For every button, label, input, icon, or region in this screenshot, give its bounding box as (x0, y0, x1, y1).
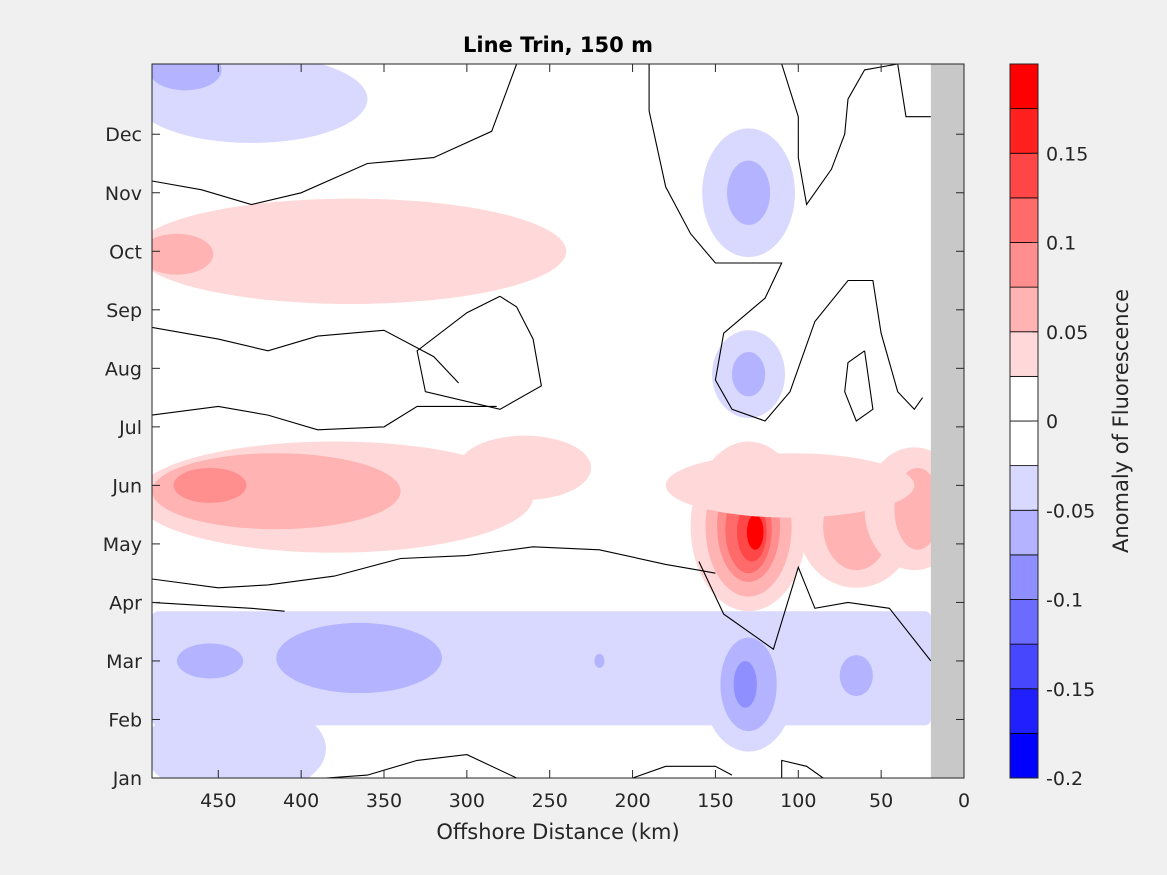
anomaly-blob-2 (152, 198, 567, 304)
y-tick-label: Jul (118, 417, 142, 439)
x-tick-label: 50 (869, 790, 893, 812)
chart-title: Line Trin, 150 m (463, 33, 653, 57)
y-axis-ticks: Jan Feb Mar Apr May Jun Jul Aug Sep Oct Nov Dec (103, 124, 964, 790)
anomaly-blob-11 (458, 435, 592, 501)
y-tick-label: Apr (109, 592, 142, 614)
zero-contour-5 (416, 295, 543, 410)
colorbar-segment-4 (1009, 554, 1039, 600)
colorbar-segment-6 (1009, 465, 1039, 511)
x-tick-label: 150 (697, 790, 733, 812)
zero-contour-9 (698, 561, 932, 662)
colorbar-segment-9 (1009, 331, 1039, 377)
zero-contour-1 (152, 326, 460, 384)
y-tick-label: Sep (106, 300, 142, 322)
zero-contour-10 (632, 765, 733, 778)
x-tick-label: 350 (366, 790, 402, 812)
y-tick-label: Feb (108, 709, 142, 731)
anomaly-blob-17 (746, 514, 764, 550)
colorbar-segment-1 (1009, 688, 1039, 734)
colorbar-segment-11 (1009, 242, 1039, 288)
colorbar-segment-14 (1009, 108, 1039, 154)
colorbar-segment-10 (1009, 286, 1039, 333)
zero-contour-11 (325, 754, 517, 778)
y-tick-label: Jun (111, 475, 142, 497)
colorbar-segment-3 (1009, 599, 1039, 645)
y-tick-label: Dec (105, 124, 142, 146)
colorbar-tick-label: -0.15 (1046, 679, 1095, 701)
colorbar-segment-5 (1009, 509, 1039, 556)
x-tick-label: 200 (614, 790, 650, 812)
anomaly-blob-30 (839, 655, 873, 697)
y-tick-label: Oct (109, 241, 142, 263)
zero-contour-0 (152, 64, 518, 206)
y-tick-label: May (103, 534, 142, 556)
zero-contour-6 (648, 64, 924, 422)
colorbar-segment-7 (1009, 420, 1039, 467)
zero-contour-8 (844, 350, 874, 422)
colorbar-segment-15 (1009, 63, 1039, 110)
x-tick-label: 250 (532, 790, 568, 812)
y-tick-label: Nov (105, 183, 142, 205)
colorbar-tick-label: 0.1 (1046, 233, 1076, 255)
colorbar-segment-12 (1009, 197, 1039, 243)
anomaly-blob-3 (152, 233, 214, 275)
anomaly-blob-10 (173, 467, 247, 503)
zero-contour-2 (152, 405, 497, 431)
anomaly-blob-26 (276, 622, 442, 694)
no-data-region (930, 64, 964, 778)
anomaly-blob-22 (665, 453, 915, 518)
anomaly-blob-31 (594, 653, 605, 668)
zero-contour-3 (152, 546, 716, 589)
zero-contour-12 (781, 759, 824, 778)
colorbar-tick-label: 0.05 (1046, 322, 1088, 344)
zero-contours (152, 64, 932, 778)
colorbar-segment-13 (1009, 152, 1039, 199)
anomaly-blob-29 (733, 660, 757, 708)
y-tick-label: Jan (112, 768, 142, 790)
x-axis-label: Offshore Distance (km) (436, 820, 679, 844)
colorbar-tick-label: 0.15 (1046, 143, 1088, 165)
x-tick-label: 450 (200, 790, 236, 812)
y-tick-label: Aug (105, 358, 142, 380)
colorbar-segment-0 (1009, 732, 1039, 779)
anomaly-blob-5 (727, 160, 771, 225)
colorbar-tick-label: -0.2 (1046, 768, 1083, 790)
plot-area (151, 63, 965, 779)
anomaly-blob-24 (152, 699, 326, 778)
colorbar-ticks: 0.15 0.1 0.05 0 -0.05 -0.1 -0.15 -0.2 (1032, 143, 1095, 790)
zero-contour-7 (665, 64, 931, 206)
plot-frame (151, 63, 965, 779)
colorbar (1009, 63, 1039, 779)
x-tick-label: 100 (780, 790, 816, 812)
colorbar-segment-2 (1009, 643, 1039, 690)
colorbar-tick-label: -0.1 (1046, 590, 1083, 612)
x-tick-label: 400 (283, 790, 319, 812)
x-axis-ticks: 450 400 350 300 250 200 150 100 50 0 (200, 64, 970, 812)
anomaly-blob-1 (152, 64, 222, 91)
x-tick-label: 0 (958, 790, 970, 812)
x-tick-label: 300 (449, 790, 485, 812)
y-tick-label: Mar (106, 651, 142, 673)
anomaly-blob-7 (732, 351, 766, 397)
zero-contour-4 (152, 601, 285, 612)
anomaly-blob-25 (176, 643, 244, 679)
colorbar-label: Anomaly of Fluorescence (1109, 289, 1133, 553)
colorbar-segment-8 (1009, 375, 1039, 422)
colorbar-tick-label: -0.05 (1046, 500, 1095, 522)
colorbar-tick-label: 0 (1046, 411, 1058, 433)
